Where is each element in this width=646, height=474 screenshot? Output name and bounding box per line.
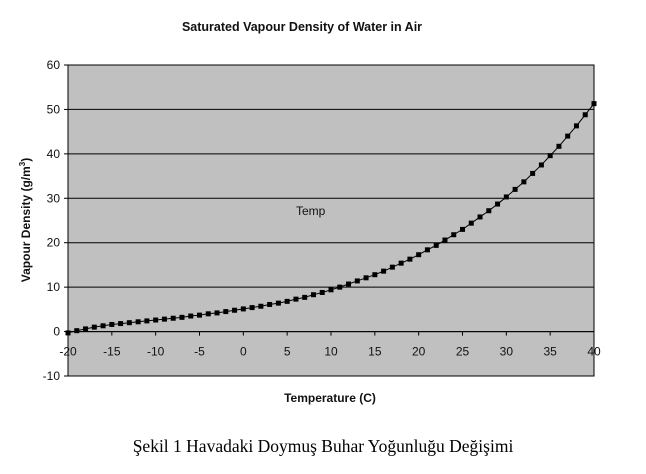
y-axis-label-superscript: 3 bbox=[18, 161, 27, 166]
data-point bbox=[74, 328, 80, 334]
x-tick-label: 0 bbox=[240, 345, 247, 359]
x-tick-label: 15 bbox=[368, 345, 382, 359]
y-tick-label: 0 bbox=[53, 325, 60, 339]
data-point bbox=[223, 309, 229, 315]
data-point bbox=[302, 294, 308, 300]
data-point bbox=[468, 220, 474, 226]
temp-annotation: Temp bbox=[296, 204, 326, 218]
x-tick-label: -10 bbox=[147, 345, 165, 359]
data-point bbox=[135, 319, 141, 325]
data-point bbox=[83, 326, 89, 332]
y-tick-label: 40 bbox=[47, 147, 61, 161]
data-point bbox=[503, 194, 509, 200]
data-point bbox=[293, 296, 299, 302]
data-point bbox=[416, 252, 422, 258]
data-point bbox=[170, 315, 176, 321]
data-point bbox=[205, 311, 211, 317]
data-point bbox=[451, 232, 457, 238]
data-point bbox=[346, 281, 352, 287]
data-point bbox=[275, 300, 281, 306]
data-point bbox=[197, 312, 202, 318]
series-markers bbox=[65, 101, 597, 336]
data-point bbox=[512, 186, 518, 192]
x-tick-label: -15 bbox=[103, 345, 121, 359]
y-tick-label: 50 bbox=[47, 102, 61, 116]
data-point bbox=[521, 179, 527, 185]
data-point bbox=[565, 133, 571, 139]
data-point bbox=[363, 275, 369, 281]
y-tick-label: 30 bbox=[47, 191, 61, 205]
x-tick-label: 5 bbox=[284, 345, 291, 359]
data-point bbox=[433, 242, 439, 248]
data-point bbox=[258, 303, 264, 309]
data-point bbox=[249, 305, 255, 311]
y-tick-label: 10 bbox=[47, 280, 61, 294]
data-point bbox=[118, 321, 124, 327]
data-point bbox=[442, 237, 448, 243]
data-point bbox=[424, 247, 430, 253]
data-point bbox=[582, 112, 588, 118]
data-point bbox=[284, 298, 290, 304]
axes bbox=[64, 64, 595, 377]
data-point bbox=[319, 289, 325, 295]
data-point bbox=[354, 278, 360, 284]
y-axis-label-close: ) bbox=[19, 158, 33, 162]
data-point bbox=[486, 208, 492, 214]
data-point bbox=[214, 310, 220, 316]
data-point bbox=[240, 306, 246, 312]
x-tick-label: 25 bbox=[456, 345, 470, 359]
data-point bbox=[100, 323, 106, 329]
figure-caption: Şekil 1 Havadaki Doymuş Buhar Yoğunluğu … bbox=[132, 436, 514, 456]
plot-area bbox=[67, 64, 595, 377]
data-point bbox=[310, 292, 316, 298]
data-point bbox=[398, 260, 404, 266]
data-point bbox=[267, 301, 273, 307]
x-tick-label: -20 bbox=[59, 345, 77, 359]
x-tick-label: 40 bbox=[587, 345, 601, 359]
y-tick-labels: -10 0 10 20 30 40 50 60 bbox=[43, 58, 61, 383]
x-tick-label: 20 bbox=[412, 345, 426, 359]
x-axis-label: Temperature (C) bbox=[284, 391, 376, 405]
x-tick-label: 10 bbox=[324, 345, 338, 359]
data-point bbox=[547, 153, 553, 159]
data-point bbox=[232, 307, 238, 313]
data-point bbox=[144, 318, 150, 324]
x-tick-label: -5 bbox=[194, 345, 205, 359]
y-tick-label: 60 bbox=[47, 58, 61, 72]
chart-title: Saturated Vapour Density of Water in Air bbox=[182, 20, 422, 34]
data-point bbox=[389, 264, 395, 270]
data-point bbox=[126, 320, 132, 326]
data-point bbox=[573, 123, 579, 129]
y-tick-label: -10 bbox=[43, 369, 61, 383]
data-point bbox=[179, 314, 185, 320]
data-point bbox=[161, 316, 167, 322]
data-point bbox=[591, 101, 597, 107]
data-point bbox=[109, 321, 115, 327]
x-tick-label: 30 bbox=[500, 345, 514, 359]
y-axis-label: Vapour Density (g/m3) bbox=[18, 158, 33, 282]
data-point bbox=[337, 284, 343, 290]
data-point bbox=[372, 272, 378, 278]
x-tick-labels: -20 -15 -10 -5 0 5 10 15 20 25 30 35 40 bbox=[59, 345, 601, 359]
data-point bbox=[530, 170, 536, 176]
data-point bbox=[460, 226, 465, 232]
data-point bbox=[188, 313, 194, 319]
data-point bbox=[91, 324, 97, 330]
data-point bbox=[328, 287, 334, 293]
data-point bbox=[477, 214, 483, 220]
y-tick-label: 20 bbox=[47, 236, 61, 250]
data-point bbox=[538, 162, 544, 168]
data-point bbox=[407, 256, 413, 262]
x-tick-label: 35 bbox=[543, 345, 557, 359]
data-point bbox=[381, 268, 387, 274]
data-point bbox=[556, 143, 562, 149]
data-point bbox=[153, 317, 159, 323]
data-point bbox=[65, 330, 71, 336]
y-axis-label-main: Vapour Density (g/m bbox=[19, 166, 33, 282]
data-point bbox=[495, 201, 501, 207]
